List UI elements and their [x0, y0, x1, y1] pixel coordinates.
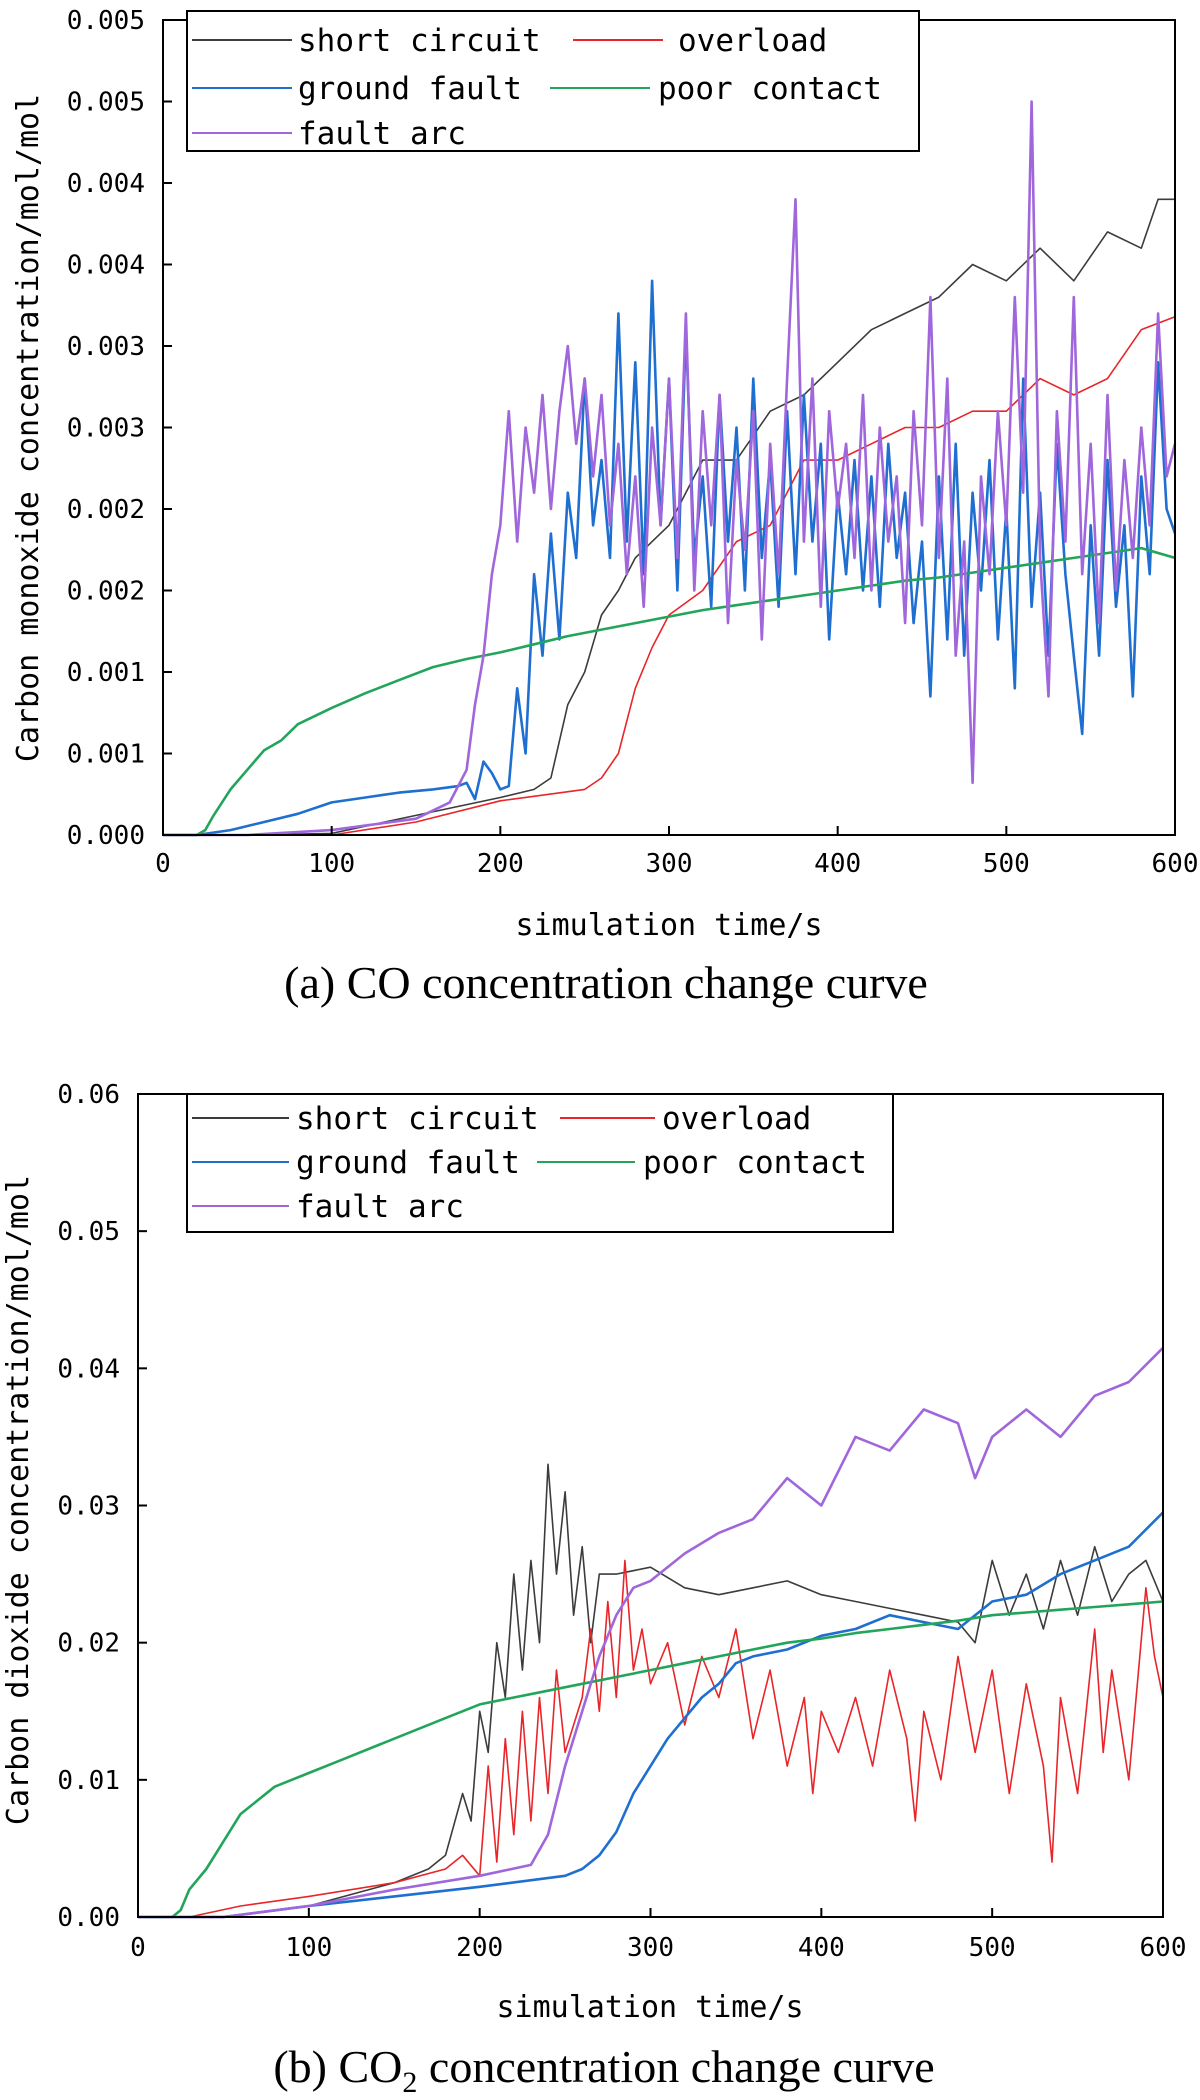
- co2-legend-label-short-circuit: short circuit: [296, 1101, 539, 1137]
- co-legend-label-short-circuit: short circuit: [298, 23, 541, 59]
- co-axis-ticks: 0 100 200 300 400 500 600 0.000 0.001 0.001 0.002 0…: [67, 6, 1199, 879]
- co-legend-box: [186, 10, 920, 152]
- co-y-tick-label: 0.003: [67, 332, 145, 362]
- co2-legend-label-overload: overload: [662, 1101, 811, 1137]
- co-y-tick-label: 0.002: [67, 577, 145, 607]
- co-y-tick-label: 0.005: [67, 88, 145, 118]
- co2-x-tick-label: 600: [1140, 1933, 1187, 1963]
- co2-y-tick-label: 0.03: [57, 1492, 120, 1522]
- co2-series-short-circuit: [138, 1463, 1164, 1918]
- co-y-tick-label: 0.004: [67, 251, 145, 281]
- co-y-tick-label: 0.002: [67, 495, 145, 525]
- co-y-tick-label: 0.001: [67, 658, 145, 688]
- co2-caption: (b) CO2 concentration change curve: [273, 2041, 934, 2099]
- co2-series-fault-arc: [138, 1346, 1164, 1919]
- co2-y-tick-label: 0.06: [57, 1080, 120, 1110]
- co-legend: short circuit overload ground fault poor…: [186, 10, 920, 152]
- co-y-tick-label: 0.001: [67, 740, 145, 770]
- co2-x-tick-label: 500: [969, 1933, 1016, 1963]
- co-chart-panel: 0 100 200 300 400 500 600 0.000 0.001 0.001 0.002 0…: [11, 6, 1198, 1008]
- co2-y-tick-label: 0.02: [57, 1629, 120, 1659]
- co-series-group: [163, 100, 1177, 837]
- co-x-axis-title: simulation time/s: [515, 908, 822, 943]
- co2-series-poor-contact: [138, 1600, 1164, 1919]
- co2-caption-suffix: concentration change curve: [417, 2041, 934, 2092]
- co-x-tick-label: 500: [983, 849, 1030, 879]
- co2-legend-label-ground-fault: ground fault: [296, 1145, 520, 1181]
- co-x-tick-label: 0: [155, 849, 171, 879]
- co2-series-ground-fault: [138, 1511, 1164, 1919]
- co2-series-overload: [138, 1559, 1164, 1918]
- co2-caption-prefix: (b) CO: [273, 2041, 402, 2092]
- co2-legend: short circuit overload ground fault poor…: [186, 1093, 894, 1233]
- co2-x-tick-label: 400: [798, 1933, 845, 1963]
- co2-y-tick-label: 0.04: [57, 1354, 120, 1384]
- co2-legend-label-fault-arc: fault arc: [296, 1189, 464, 1225]
- co-x-tick-label: 600: [1152, 849, 1199, 879]
- co-caption: (a) CO concentration change curve: [284, 957, 928, 1008]
- co2-legend-label-poor-contact: poor contact: [643, 1145, 867, 1181]
- co-y-axis-title: Carbon monoxide concentration/mol/mol: [11, 94, 46, 762]
- co2-x-axis-title: simulation time/s: [496, 1990, 803, 2025]
- co2-y-tick-label: 0.05: [57, 1217, 120, 1247]
- co2-x-tick-label: 0: [130, 1933, 146, 1963]
- co2-y-axis-title: Carbon dioxide concentration/mol/mol: [1, 1175, 36, 1825]
- co2-series-group: [138, 1346, 1164, 1919]
- co2-x-tick-label: 100: [285, 1933, 332, 1963]
- co-x-tick-label: 200: [477, 849, 524, 879]
- co2-caption-subscript: 2: [402, 2066, 417, 2099]
- co-legend-label-poor-contact: poor contact: [658, 71, 882, 107]
- co-series-ground-fault: [163, 279, 1177, 837]
- co2-y-tick-label: 0.00: [57, 1903, 120, 1933]
- co2-y-tick-label: 0.01: [57, 1766, 120, 1796]
- co-y-tick-label: 0.004: [67, 169, 145, 199]
- co2-x-tick-label: 300: [627, 1933, 674, 1963]
- co-y-tick-label: 0.003: [67, 414, 145, 444]
- co-series-fault-arc: [163, 100, 1177, 837]
- co-y-tick-label: 0.005: [67, 6, 145, 36]
- co-legend-label-fault-arc: fault arc: [298, 116, 466, 152]
- co-x-tick-label: 400: [814, 849, 861, 879]
- co-legend-label-ground-fault: ground fault: [298, 71, 522, 107]
- co-y-tick-label: 0.000: [67, 821, 145, 851]
- co2-x-tick-label: 200: [456, 1933, 503, 1963]
- co2-axis-ticks: 0 100 200 300 400 500 600 0.00 0.01 0.02 0.03 0.04 0…: [57, 1080, 1186, 1963]
- co-x-tick-label: 300: [646, 849, 693, 879]
- co-series-short-circuit: [163, 198, 1175, 836]
- co-x-tick-label: 100: [308, 849, 355, 879]
- co-legend-label-overload: overload: [678, 23, 827, 59]
- co2-chart-panel: 0 100 200 300 400 500 600 0.00 0.01 0.02 0.03 0.04 0…: [1, 1080, 1186, 2099]
- co-series-overload: [163, 315, 1176, 836]
- co-series-poor-contact: [163, 546, 1176, 837]
